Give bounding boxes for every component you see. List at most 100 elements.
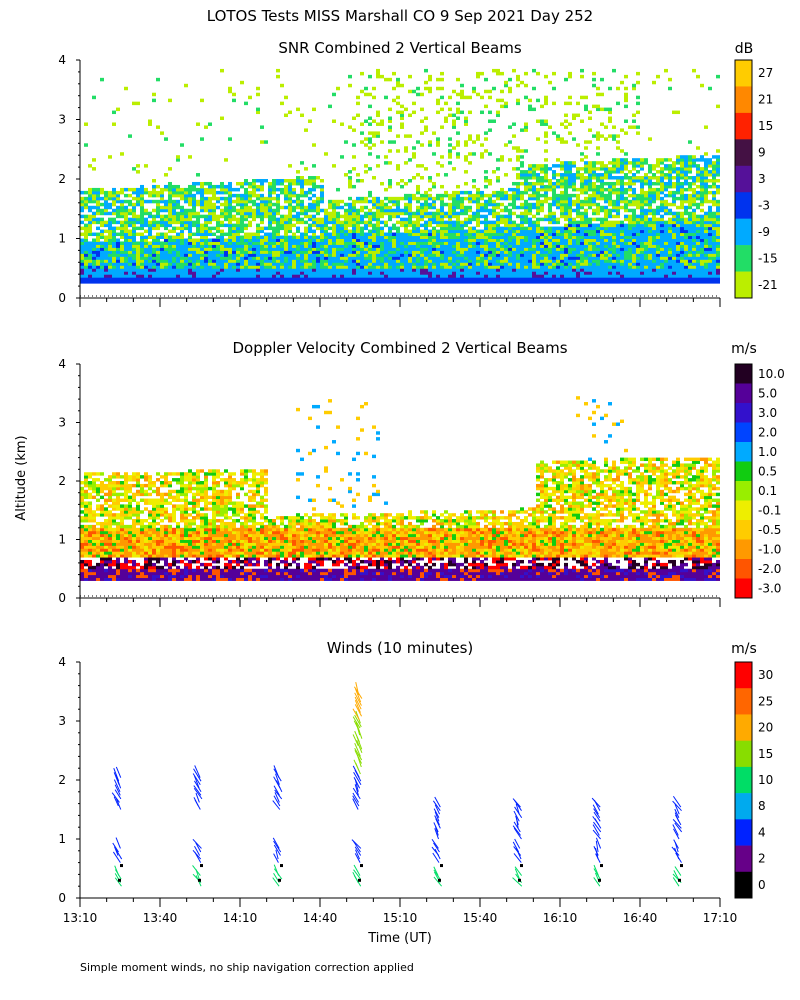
field-cell [100, 247, 104, 251]
field-cell [140, 202, 144, 207]
field-cell [452, 250, 456, 254]
field-cell [396, 277, 400, 281]
field-cell [656, 262, 660, 266]
field-cell [360, 280, 364, 284]
field-cell [544, 187, 548, 192]
field-cell [232, 253, 236, 257]
field-cell [452, 238, 456, 242]
field-cell [380, 229, 384, 234]
field-cell [496, 205, 500, 210]
field-cell [604, 220, 608, 225]
field-cell [200, 241, 204, 245]
field-cell [388, 181, 392, 186]
field-cell [256, 232, 260, 237]
field-cell [148, 220, 152, 225]
field-cell [532, 265, 536, 269]
field-cell [216, 199, 220, 204]
field-cell [268, 190, 272, 195]
field-cell [284, 95, 288, 100]
field-cell [484, 250, 488, 254]
field-cell [428, 211, 432, 216]
field-cell [600, 217, 604, 222]
field-cell [320, 235, 324, 239]
field-cell [176, 226, 180, 231]
field-cell [220, 256, 224, 260]
field-cell [556, 262, 560, 266]
field-cell [464, 143, 468, 147]
field-cell [216, 235, 220, 239]
field-cell [332, 268, 336, 272]
field-cell [248, 190, 252, 195]
field-cell [612, 134, 616, 138]
field-cell [528, 205, 532, 210]
field-cell [208, 250, 212, 254]
field-cell [320, 241, 324, 245]
field-cell [188, 280, 192, 284]
field-cell [648, 244, 652, 248]
field-cell [300, 235, 304, 239]
field-cell [288, 211, 292, 216]
field-cell [324, 280, 328, 284]
field-cell [392, 241, 396, 245]
field-cell [432, 265, 436, 269]
field-cell [300, 113, 304, 118]
field-cell [564, 235, 568, 239]
field-cell [204, 181, 208, 186]
field-cell [580, 74, 584, 79]
field-cell [156, 256, 160, 260]
field-cell [324, 256, 328, 260]
field-cell [408, 179, 412, 183]
field-cell [340, 226, 344, 231]
field-cell [620, 205, 624, 210]
field-cell [440, 241, 444, 245]
field-cell [164, 220, 168, 225]
field-cell [228, 235, 232, 239]
field-cell [604, 226, 608, 231]
field-cell [88, 271, 92, 275]
field-cell [352, 232, 356, 237]
field-cell [404, 161, 408, 165]
field-cell [524, 173, 528, 177]
field-cell [604, 244, 608, 248]
field-cell [468, 199, 472, 204]
field-cell [396, 101, 400, 106]
field-cell [316, 238, 320, 242]
field-cell [392, 235, 396, 239]
field-cell [172, 244, 176, 248]
field-cell [100, 250, 104, 254]
field-cell [616, 241, 620, 245]
field-cell [192, 232, 196, 237]
field-cell [188, 256, 192, 260]
field-cell [600, 196, 604, 201]
field-cell [220, 214, 224, 219]
field-cell [632, 226, 636, 231]
field-cell [136, 241, 140, 245]
field-cell [608, 167, 612, 171]
field-cell [392, 86, 396, 91]
field-cell [568, 211, 572, 216]
field-cell [620, 247, 624, 251]
field-cell [560, 193, 564, 198]
field-cell [640, 247, 644, 251]
field-cell [104, 220, 108, 225]
field-cell [180, 143, 184, 147]
field-cell [576, 187, 580, 192]
field-cell [316, 205, 320, 210]
field-cell [116, 244, 120, 248]
field-cell [560, 253, 564, 257]
field-cell [628, 271, 632, 275]
field-cell [252, 202, 256, 207]
field-cell [636, 274, 640, 278]
field-cell [296, 235, 300, 239]
field-cell [592, 161, 596, 165]
field-cell [376, 220, 380, 225]
field-cell [156, 247, 160, 251]
field-cell [228, 256, 232, 260]
field-cell [288, 241, 292, 245]
field-cell [544, 134, 548, 138]
field-cell [264, 265, 268, 269]
field-cell [596, 190, 600, 195]
field-cell [624, 92, 628, 97]
field-cell [320, 262, 324, 266]
field-cell [456, 250, 460, 254]
